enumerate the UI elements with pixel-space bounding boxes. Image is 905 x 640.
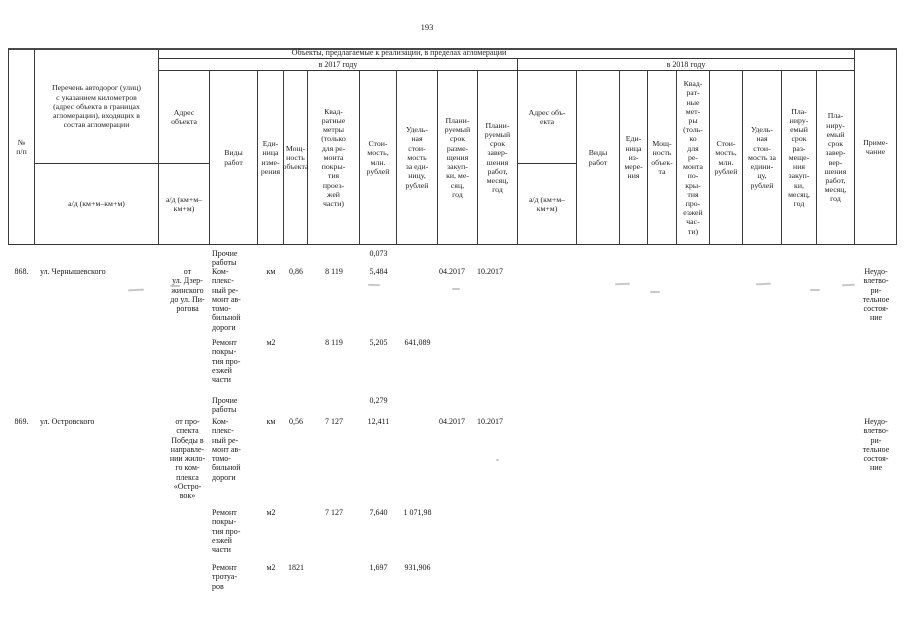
header-2018-unit-cost: Удель- ная стои- мость за едини- цу, руб… [743, 71, 782, 245]
scan-artifact [614, 282, 631, 286]
header-2018-sqm: Квад- рат- ные мет- ры (толь- ко для ре-… [677, 71, 710, 245]
header-note: Приме- чание [855, 48, 897, 245]
row-868-work1-power: 0,86 [289, 267, 303, 276]
row-868-work3-cost: 0,279 [369, 396, 388, 405]
header-2017-cost: Стои- мость, млн. рублей [360, 71, 397, 245]
row-869-address: от про- спекта Победы в направле- нии жи… [169, 417, 206, 501]
row-869-work3-unit: м2 [266, 563, 276, 572]
scan-artifact [841, 283, 856, 287]
row-869-work1-cost: 12,411 [367, 417, 390, 426]
row-869-work3-unit-cost: 931,906 [404, 563, 431, 572]
header-roads-list: Перечень автодорог (улиц) с указанием ки… [35, 48, 159, 164]
scan-artifact [452, 288, 460, 290]
row-869-work2-unit: м2 [266, 508, 276, 517]
row-869-work2-sqm: 7 127 [325, 508, 343, 517]
row-868-work1-cost: 5,484 [369, 267, 388, 276]
header-objects-band [159, 48, 855, 59]
row-868-work3-name: Прочие работы [212, 396, 238, 415]
header-2017-completion: Плани- руемый срок завер- шения работ, м… [478, 71, 518, 245]
header-year-2017: в 2017 году [159, 59, 518, 71]
header-objects-title: Объекты, предлагаемые к реализации, в пр… [291, 48, 507, 57]
row-869-number: 869. [14, 417, 29, 426]
row-868-address: от ул. Дзер- жинского до ул. Пи- рогова [170, 267, 205, 314]
row-868-street: ул. Чернышевского [40, 267, 106, 276]
row-868-note: Неудо- влетво- ри- тельное состоя- ние [862, 267, 890, 323]
row-868-work2-cost: 5,205 [369, 338, 388, 347]
header-roads-list-sub: а/д (км+м–км+м) [35, 164, 159, 245]
header-2018-address-sub: а/д (км+м– км+м) [518, 164, 577, 245]
header-2017-works: Виды работ [210, 71, 258, 245]
row-869-work1-power: 0,56 [289, 417, 303, 426]
row-868-number: 868. [14, 267, 29, 276]
header-2018-purchase: Пла- ниру- емый срок раз- меще- ния заку… [782, 71, 817, 245]
scan-artifact [367, 283, 381, 287]
row-869-note: Неудо- влетво- ри- тельное состоя- ние [862, 417, 890, 473]
scan-artifact [810, 289, 820, 291]
header-2017-power: Мощ- ность объекта [283, 71, 308, 245]
row-868-work1-sqm: 8 119 [325, 267, 343, 276]
header-year-2018: в 2018 году [518, 59, 855, 71]
row-869-street: ул. Островского [40, 417, 95, 426]
header-2018-works: Виды работ [577, 71, 620, 245]
row-868-work2-unit: м2 [266, 338, 276, 347]
page-number: 193 [420, 22, 434, 32]
carryover-work-name: Прочие работы [212, 249, 238, 268]
scan-artifact [755, 282, 772, 286]
row-868-work1-name: Ком- плекс- ный ре- монт ав- томо- бильн… [212, 267, 241, 332]
row-868-work2-unit-cost: 641,089 [404, 338, 431, 347]
header-2017-sqm: Квад- ратные метры (только для ре- монта… [308, 71, 360, 245]
scan-artifact [496, 459, 499, 461]
row-869-work3-name: Ремонт тротуа- ров [212, 563, 237, 591]
header-2018-unit: Еди- ница из- мере- ния [620, 71, 648, 245]
header-2017-address: Адрес объекта [159, 71, 210, 164]
row-869-work1-sqm: 7 127 [325, 417, 343, 426]
header-2018-power: Мощ- ность объек- та [648, 71, 677, 245]
scan-artifact [170, 285, 180, 287]
row-869-work1-unit: км [266, 417, 276, 426]
scan-artifact [650, 291, 660, 293]
row-869-work2-unit-cost: 1 071,98 [403, 508, 432, 517]
carryover-cost: 0,073 [369, 249, 388, 258]
row-868-work1-purchase: 04.2017 [439, 267, 465, 276]
header-2018-address: Адрес объ- екта [518, 71, 577, 164]
header-2017-unit: Еди- ница изме- рения [258, 71, 284, 245]
row-869-work1-completion: 10.2017 [477, 417, 503, 426]
row-869-work3-cost: 1,697 [369, 563, 388, 572]
row-869-work2-name: Ремонт покры- тия про- езжей части [212, 508, 241, 555]
row-868-work2-name: Ремонт покры- тия про- езжей части [212, 338, 241, 385]
header-2017-unit-cost: Удель- ная стои- мость за еди- ницу, руб… [397, 71, 438, 245]
row-869-work3-power: 1821 [288, 563, 304, 572]
header-2018-completion: Пла- ниру- емый срок завер- вер- шения р… [817, 71, 855, 245]
row-868-work2-sqm: 8 119 [325, 338, 343, 347]
scan-artifact [127, 288, 145, 292]
header-2017-purchase: Плани- руемый срок разме- щения закуп- к… [438, 71, 478, 245]
header-col-num: № п/п [8, 48, 35, 245]
row-868-work1-unit: км [266, 267, 276, 276]
header-2017-address-sub: а/д (км+м– км+м) [159, 164, 210, 245]
row-869-work1-name: Ком- плекс- ный ре- монт ав- томо- бильн… [212, 417, 241, 482]
row-869-work2-cost: 7,640 [369, 508, 388, 517]
header-2018-cost: Стои- мость, млн. рублей [710, 71, 743, 245]
row-868-work1-completion: 10.2017 [477, 267, 503, 276]
row-869-work1-purchase: 04.2017 [439, 417, 465, 426]
